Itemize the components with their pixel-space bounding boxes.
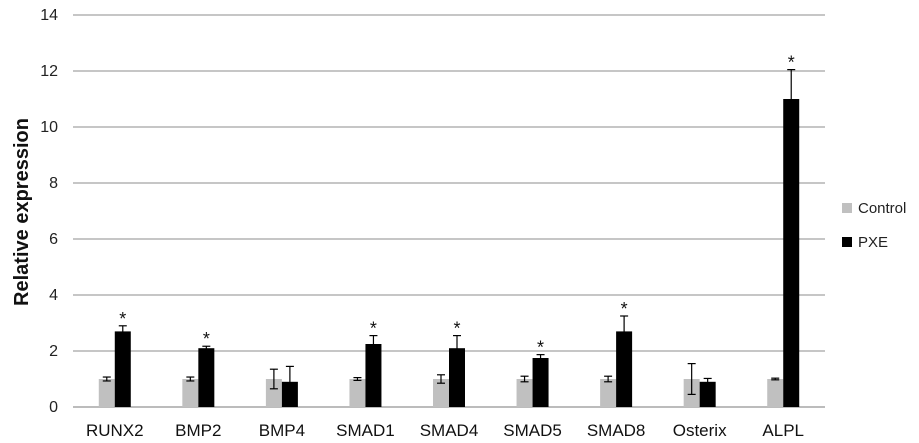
category-label: Osterix bbox=[673, 421, 727, 440]
legend-item-pxe: PXE bbox=[842, 232, 906, 252]
bar-pxe bbox=[365, 344, 382, 407]
y-tick-label: 12 bbox=[40, 63, 58, 80]
bar-control bbox=[349, 379, 366, 407]
category-label: SMAD5 bbox=[503, 421, 562, 440]
category-label: SMAD4 bbox=[420, 421, 479, 440]
bar-control bbox=[433, 379, 449, 407]
significance-star: * bbox=[537, 338, 544, 358]
legend-label-control: Control bbox=[858, 199, 907, 217]
category-labels: RUNX2 BMP2 BMP4 SMAD1 SMAD4 SMAD5 SMAD8 Osterix… bbox=[86, 421, 804, 440]
bar-pxe bbox=[699, 381, 716, 407]
bar-control bbox=[182, 379, 199, 407]
bar-pxe bbox=[114, 331, 131, 407]
category-label: ALPL bbox=[762, 421, 804, 440]
significance-markers: * * * * * * * bbox=[119, 53, 794, 358]
bar-pxe bbox=[532, 358, 549, 407]
category-label: SMAD8 bbox=[587, 421, 646, 440]
significance-star: * bbox=[203, 329, 210, 349]
significance-star: * bbox=[788, 53, 795, 73]
significance-star: * bbox=[453, 319, 460, 339]
bar-pxe bbox=[449, 348, 465, 407]
legend-item-control: Control bbox=[842, 198, 906, 218]
y-axis-label: Relative expression bbox=[11, 118, 33, 306]
bar-pxe bbox=[616, 331, 633, 407]
bar-control bbox=[516, 379, 533, 407]
bar-pxe bbox=[198, 348, 215, 407]
bar-control bbox=[98, 379, 115, 407]
category-label: SMAD1 bbox=[336, 421, 395, 440]
y-tick-label: 0 bbox=[49, 399, 58, 416]
bar-pxe bbox=[783, 99, 800, 407]
category-label: BMP4 bbox=[259, 421, 305, 440]
y-tick-labels: 0 2 4 6 8 10 12 14 bbox=[40, 7, 58, 416]
significance-star: * bbox=[621, 299, 628, 319]
category-label: BMP2 bbox=[175, 421, 221, 440]
significance-star: * bbox=[119, 309, 126, 329]
y-tick-label: 8 bbox=[49, 175, 58, 192]
legend-swatch-pxe bbox=[842, 237, 852, 247]
y-tick-label: 14 bbox=[40, 7, 58, 24]
y-tick-label: 10 bbox=[40, 119, 58, 136]
bars bbox=[98, 99, 800, 407]
error-bars bbox=[102, 68, 796, 398]
y-tick-label: 6 bbox=[49, 231, 58, 248]
legend-label-pxe: PXE bbox=[858, 233, 889, 251]
legend: Control PXE bbox=[842, 198, 906, 266]
y-tick-label: 2 bbox=[49, 343, 58, 360]
category-label: RUNX2 bbox=[86, 421, 144, 440]
bar-control bbox=[600, 379, 617, 407]
bar-control bbox=[767, 379, 784, 407]
legend-swatch-control bbox=[842, 203, 852, 213]
bar-control bbox=[265, 379, 282, 407]
significance-star: * bbox=[370, 319, 377, 339]
y-tick-label: 4 bbox=[49, 287, 58, 304]
